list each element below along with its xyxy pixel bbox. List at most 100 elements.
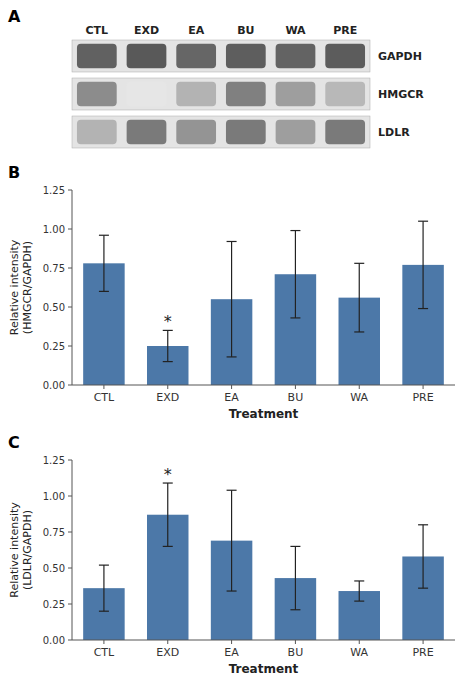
x-tick-label: PRE (412, 646, 433, 659)
y-tick-label: 0.25 (43, 341, 65, 352)
x-tick (231, 640, 232, 644)
x-tick-label: BU (288, 391, 304, 404)
band (127, 82, 167, 106)
plot-area (83, 221, 444, 385)
y-tick-label: 1.25 (43, 185, 65, 196)
y-tick-label: 1.00 (43, 491, 65, 502)
panel-label: B (8, 163, 20, 182)
plot-area (83, 483, 444, 640)
x-tick (231, 385, 232, 389)
y-tick (68, 640, 72, 641)
x-tick (359, 385, 360, 389)
error-bar (418, 525, 428, 588)
x-tick-label: EA (224, 391, 239, 404)
y-axis-label: Relative intensity(LDLR/GAPDH) (8, 502, 34, 598)
y-tick (68, 496, 72, 497)
y-tick-label: 0.75 (43, 527, 65, 538)
y-tick-label: 0.50 (43, 302, 65, 313)
band-label: LDLR (378, 126, 410, 139)
y-tick (68, 460, 72, 461)
y-tick (68, 385, 72, 386)
band (176, 82, 216, 106)
y-tick-label: 0.00 (43, 380, 65, 391)
y-axis-label: Relative intensity(HMGCR/GAPDH) (8, 239, 34, 335)
y-axis (72, 460, 73, 640)
band (176, 120, 216, 144)
error-bar (290, 231, 300, 318)
error-bar (354, 263, 364, 332)
band (226, 44, 266, 68)
y-tick (68, 268, 72, 269)
x-axis-label: Treatment (229, 662, 299, 676)
lane-label: WA (285, 24, 306, 37)
bar-panel: B 0.00 0.25 0.50 0.75 1.00 1.25 CTL EXD EA BU WA PRE… (8, 163, 456, 421)
x-tick (295, 385, 296, 389)
x-tick-label: WA (350, 646, 368, 659)
band (276, 120, 316, 144)
error-bar (163, 330, 173, 361)
panel-label: A (8, 7, 21, 26)
blot-background (72, 78, 370, 110)
y-tick-label: 1.00 (43, 224, 65, 235)
x-tick-label: CTL (94, 646, 115, 659)
y-tick (68, 307, 72, 308)
x-tick-label: EXD (156, 391, 179, 404)
error-bar (418, 221, 428, 308)
band (226, 82, 266, 106)
y-tick (68, 229, 72, 230)
x-tick-label: WA (350, 391, 368, 404)
band (127, 120, 167, 144)
figure: A CTL EXD EA BU WA PRE GAPDH HMGCR LDLR B 0.00 0.25 0… (0, 0, 468, 688)
band (77, 82, 117, 106)
blot-background (72, 40, 370, 72)
band (276, 44, 316, 68)
band (325, 82, 365, 106)
x-tick-label: CTL (94, 391, 115, 404)
x-axis (72, 640, 455, 641)
y-tick (68, 346, 72, 347)
panel-label: C (8, 433, 20, 452)
band (276, 82, 316, 106)
lane-label: EXD (134, 24, 159, 37)
x-tick (295, 640, 296, 644)
lane-label: CTL (86, 24, 109, 37)
x-tick (167, 640, 168, 644)
blot-background (72, 116, 370, 148)
x-tick (167, 385, 168, 389)
x-tick (359, 640, 360, 644)
band (77, 120, 117, 144)
x-axis-label: Treatment (229, 407, 299, 421)
x-tick (103, 385, 104, 389)
x-tick-label: EA (224, 646, 239, 659)
y-tick-label: 1.25 (43, 455, 65, 466)
x-tick (423, 385, 424, 389)
lane-label: PRE (333, 24, 357, 37)
band (325, 44, 365, 68)
band (176, 44, 216, 68)
bar-panel: C0.000.250.500.751.001.25CTLEXDEABUWAPRE… (8, 433, 456, 676)
x-tick-label: EXD (156, 646, 179, 659)
y-tick-label: 0.50 (43, 563, 65, 574)
error-bar (99, 235, 109, 291)
annotation: * (164, 465, 172, 484)
y-axis (72, 190, 73, 385)
blot-panel: A CTL EXD EA BU WA PRE GAPDH HMGCR LDLR (8, 7, 424, 148)
band-label: GAPDH (378, 50, 422, 63)
error-bar (163, 483, 173, 546)
error-bar (99, 565, 109, 611)
band-label: HMGCR (378, 88, 424, 101)
y-tick (68, 568, 72, 569)
x-axis (72, 385, 455, 386)
x-tick-label: PRE (412, 391, 433, 404)
annotation: * (164, 312, 172, 331)
lane-label: EA (188, 24, 205, 37)
error-bar (227, 490, 237, 591)
band (77, 44, 117, 68)
y-tick (68, 604, 72, 605)
band (127, 44, 167, 68)
y-tick-label: 0.75 (43, 263, 65, 274)
lane-label: BU (237, 24, 254, 37)
y-tick (68, 190, 72, 191)
error-bar (227, 241, 237, 356)
error-bar (354, 581, 364, 601)
